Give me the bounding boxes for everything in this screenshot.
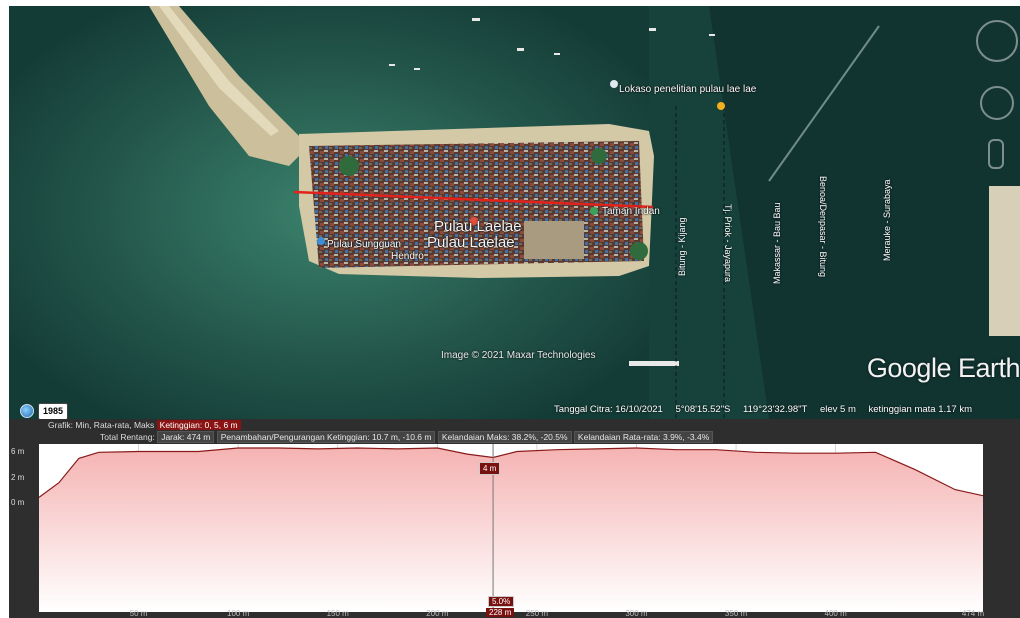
gain-loss-stat: Penambahan/Pengurangan Ketinggian: 10.7 … <box>216 431 436 443</box>
x-tick-label: 400 m <box>824 609 847 618</box>
longitude-readout: 119°23'32.98"T <box>743 404 808 415</box>
imagery-copyright: Image © 2021 Maxar Technologies <box>441 350 596 361</box>
profile-summary-row: Grafik: Min, Rata-rata, Maks Ketinggian:… <box>48 420 241 431</box>
research-site-label[interactable]: Lokaso penelitian pulau lae lae <box>619 84 757 95</box>
y-tick-6m: 6 m <box>11 447 25 456</box>
imagery-date: Tanggal Citra: 16/10/2021 <box>554 404 663 415</box>
max-slope-stat: Kelandaian Maks: 38.2%, -20.5% <box>437 431 572 443</box>
island-label-big[interactable]: Pulau Laelae <box>427 234 515 251</box>
x-tick-label: 100 m <box>227 609 250 618</box>
x-tick-label: 200 m <box>426 609 449 618</box>
route-label-bitung-kijang: Bitung - Kijang <box>677 217 687 276</box>
island-label-small[interactable]: Pulau Laelae <box>434 218 522 235</box>
profile-range-row: Total Rentang: Jarak: 474 m Penambahan/P… <box>100 431 714 443</box>
latitude-readout: 5°08'15.52"S <box>675 404 731 415</box>
x-tick-label: 474 m <box>961 609 985 618</box>
cursor-distance-label: 228 m <box>486 608 515 617</box>
satellite-map-view[interactable]: Lokaso penelitian pulau lae lae Pulau La… <box>9 6 1020 419</box>
look-joystick-icon[interactable] <box>980 86 1014 120</box>
avg-slope-stat: Kelandaian Rata-rata: 3.9%, -3.4% <box>573 431 714 443</box>
park-label[interactable]: Taman Indan <box>602 206 660 217</box>
status-bar: Tanggal Citra: 16/10/2021 5°08'15.52"S 1… <box>554 404 982 415</box>
eye-altitude-readout: ketinggian mata 1.17 km <box>868 404 973 415</box>
elevation-chart[interactable] <box>39 444 983 612</box>
x-tick-label: 150 m <box>326 609 349 618</box>
poi-label-left[interactable]: Pulau Sungguan <box>327 239 401 250</box>
route-label-priok-jayapura: Tj. Priok - Jayapura <box>723 204 733 283</box>
x-tick-label: 50 m <box>129 609 148 618</box>
cursor-elevation-label: 4 m <box>479 462 501 475</box>
navigation-controls[interactable] <box>972 14 1020 204</box>
elevation-stats[interactable]: Ketinggian: 0, 5, 6 m <box>156 420 241 430</box>
satellite-imagery <box>9 6 1020 419</box>
compass-icon[interactable] <box>976 20 1018 62</box>
google-earth-logo: Google Earth <box>866 353 1020 383</box>
x-tick-label: 300 m <box>625 609 648 618</box>
x-tick-label: 250 m <box>525 609 548 618</box>
elevation-area <box>39 448 983 612</box>
total-range-label: Total Rentang: <box>100 432 155 442</box>
elevation-readout: elev 5 m <box>819 404 856 415</box>
y-tick-0m: 0 m <box>11 498 25 507</box>
graph-mode-label: Grafik: Min, Rata-rata, Maks <box>48 420 155 430</box>
route-label-makassar-baubau: Makassar - Bau Bau <box>772 202 782 284</box>
distance-stat: Jarak: 474 m <box>157 431 215 443</box>
x-tick-label: 350 m <box>724 609 748 618</box>
y-tick-2m: 2 m <box>11 473 25 482</box>
cursor-slope-label: 5.0% <box>488 596 515 607</box>
route-label-merauke-surabaya: Merauke - Surabaya <box>882 179 892 261</box>
street-view-icon[interactable] <box>988 139 1004 169</box>
poi-label-left-2[interactable]: Hendro <box>391 251 424 262</box>
historical-imagery-year-button[interactable]: 1985 <box>38 403 68 419</box>
route-label-benoa-bitung: Benoa/Denpasar - Bitung <box>818 176 828 278</box>
globe-icon[interactable] <box>20 404 34 418</box>
